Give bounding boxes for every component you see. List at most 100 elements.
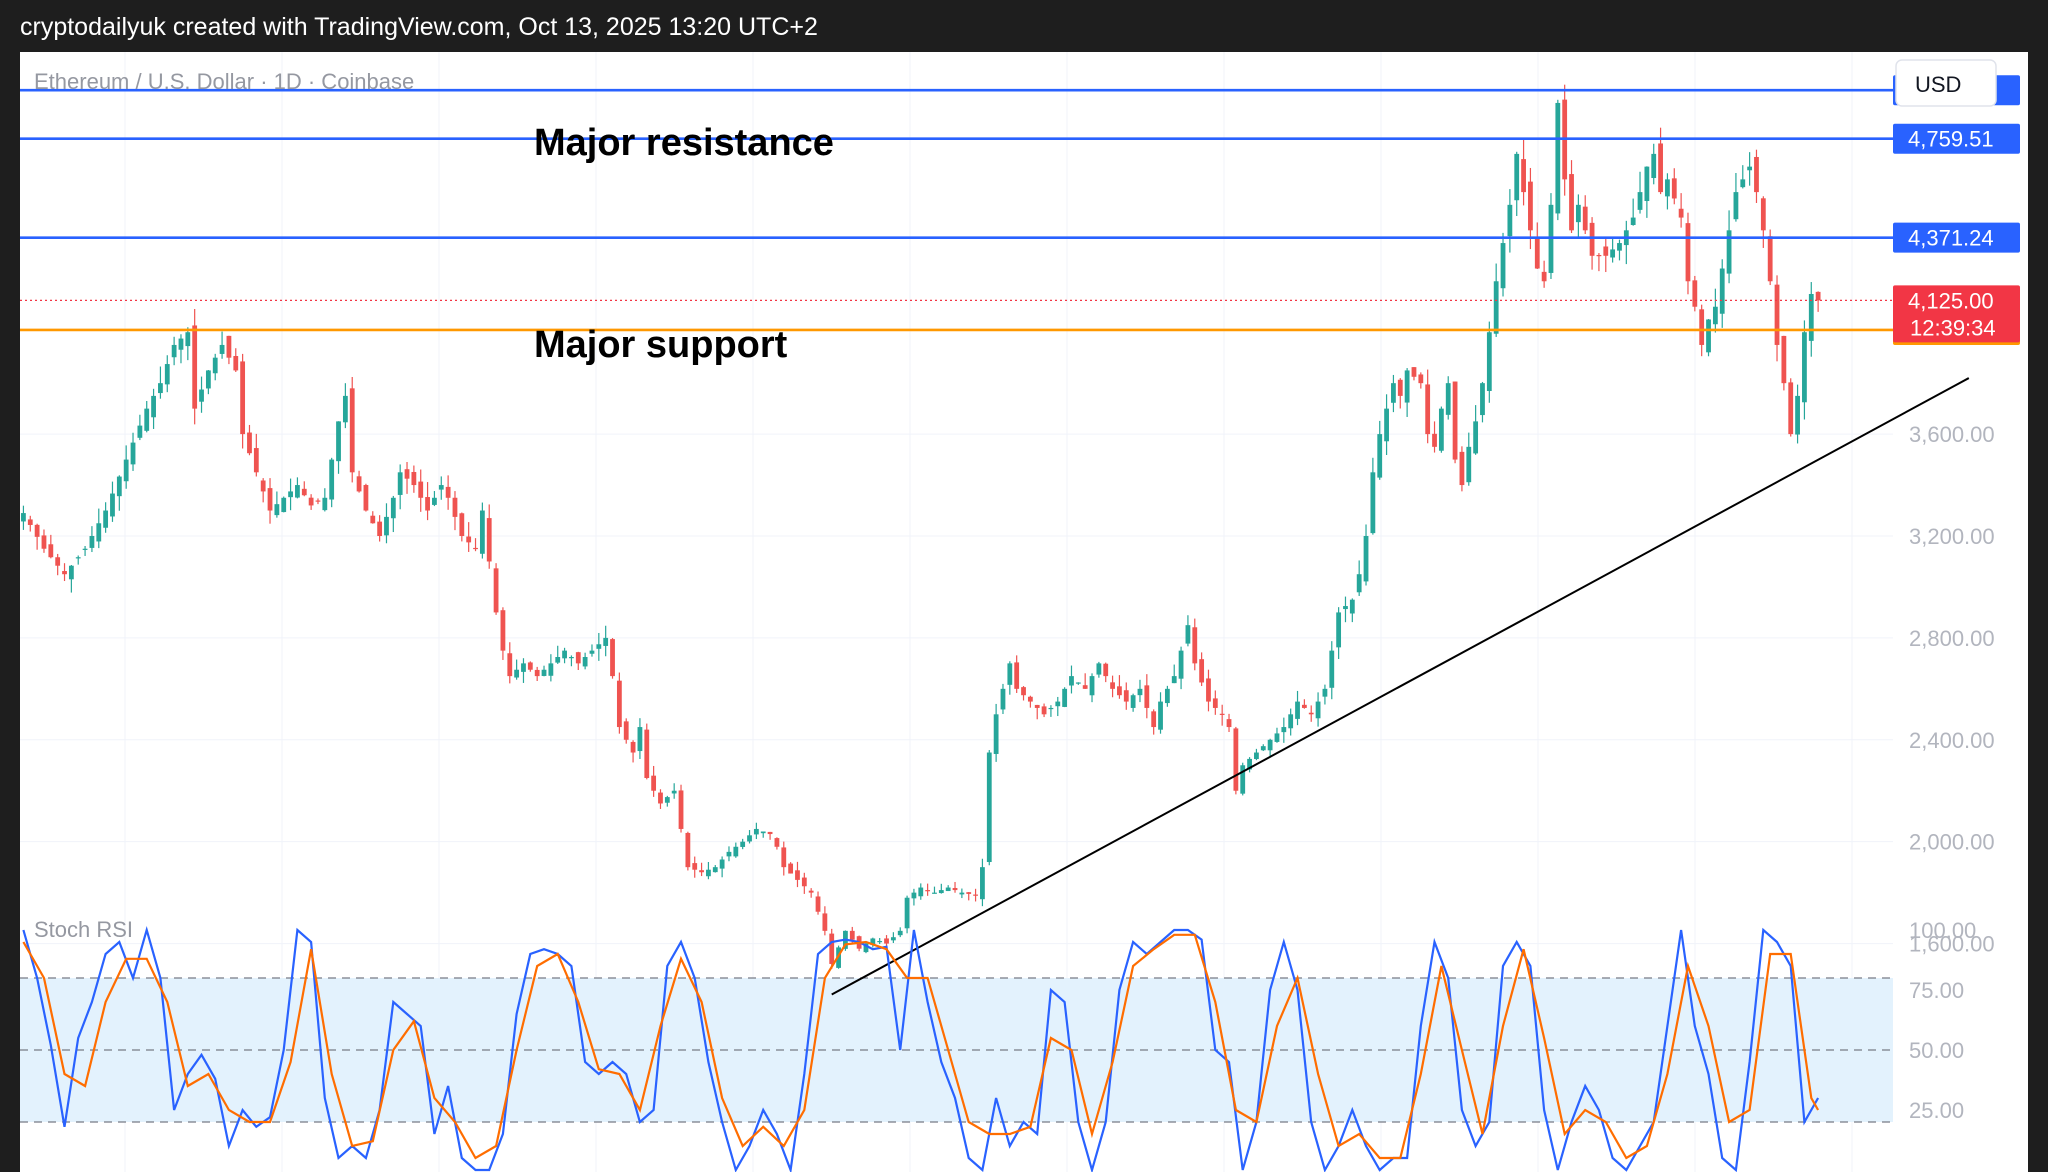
- candle-body: [699, 870, 704, 873]
- candle-body: [1630, 217, 1636, 226]
- candle-body: [1048, 707, 1054, 710]
- trendline: [831, 377, 1970, 996]
- candle-body: [390, 497, 396, 519]
- candle-body: [1445, 383, 1451, 415]
- candle-body: [1233, 728, 1239, 791]
- candle-body: [363, 485, 369, 511]
- candle-body: [616, 680, 622, 728]
- ascending-trendline[interactable]: [831, 377, 1970, 996]
- candle-body: [1493, 281, 1499, 334]
- candle-body: [274, 504, 280, 516]
- candle-body: [1582, 206, 1588, 231]
- candle-body: [1617, 243, 1622, 251]
- candle-body: [1637, 192, 1643, 210]
- candle-body: [849, 930, 855, 940]
- candle-body: [541, 669, 547, 676]
- candle-body: [582, 657, 588, 667]
- candle-body: [1315, 701, 1321, 719]
- stoch-tick-label: 50.00: [1909, 1038, 1964, 1063]
- candle-body: [863, 943, 869, 953]
- candle-body: [1665, 179, 1670, 197]
- candle-body: [377, 521, 383, 536]
- candle-body: [1747, 166, 1753, 171]
- candle-body: [1466, 446, 1472, 483]
- candle-body: [1699, 309, 1705, 345]
- candle-body: [623, 721, 629, 740]
- candle-body: [356, 476, 362, 492]
- candle-body: [932, 892, 937, 894]
- candle-body: [349, 388, 355, 473]
- price-tick-label: 2,400.00: [1909, 728, 1995, 753]
- top-bar: cryptodailyuk created with TradingView.c…: [0, 0, 2048, 52]
- candle-body: [1685, 223, 1691, 282]
- candle-body: [1370, 472, 1376, 534]
- price-tick-label: 3,600.00: [1909, 422, 1995, 447]
- candle-body: [1575, 204, 1581, 223]
- candle-body: [34, 524, 40, 537]
- candle-body: [336, 421, 341, 462]
- currency-button[interactable]: USD: [1895, 59, 1997, 107]
- stoch-tick-label: 75.00: [1909, 978, 1964, 1003]
- candle-body: [1788, 382, 1794, 435]
- candle-body: [1726, 230, 1732, 274]
- resistance-annotation: Major resistance: [534, 122, 834, 164]
- candle-body: [68, 565, 74, 580]
- candle-body: [397, 472, 403, 495]
- price-levels: [20, 88, 1893, 332]
- candle-body: [75, 557, 81, 559]
- candle-body: [151, 395, 156, 418]
- stoch-series-k: [22, 925, 1820, 1172]
- candle-body: [1815, 291, 1821, 301]
- candle-body: [1144, 685, 1150, 708]
- candle-body: [1082, 685, 1088, 689]
- candle-body: [1452, 381, 1458, 460]
- candle-body: [521, 663, 526, 672]
- candle-body: [801, 877, 807, 887]
- candle-body: [41, 535, 47, 549]
- candle-body: [1254, 752, 1259, 760]
- candle-body: [103, 510, 109, 528]
- candle-body: [1089, 676, 1095, 696]
- candle-body: [733, 846, 739, 857]
- candle-body: [1774, 284, 1780, 345]
- candle-body: [418, 481, 424, 498]
- candle-body: [486, 518, 492, 562]
- candle-body: [404, 469, 410, 479]
- candle-body: [55, 557, 61, 566]
- candle-body: [562, 650, 567, 659]
- candle-body: [1103, 663, 1109, 677]
- candle-body: [1158, 701, 1163, 730]
- candle-body: [1377, 434, 1383, 478]
- candle-body: [1219, 713, 1225, 715]
- candle-body: [82, 548, 88, 550]
- candle-body: [1404, 370, 1410, 403]
- candle-body: [569, 657, 574, 659]
- candle-body: [432, 497, 437, 505]
- currency-label: USD: [1915, 72, 1961, 97]
- candle-body: [1288, 714, 1294, 729]
- right-edge: [2028, 52, 2048, 1172]
- candle-body: [1260, 746, 1266, 751]
- price-tick-label: 1,600.00: [1909, 932, 1995, 957]
- candle-body: [1329, 650, 1335, 688]
- candle-body: [1733, 192, 1739, 220]
- candle-body: [1137, 688, 1143, 696]
- candle-body: [1055, 701, 1061, 707]
- candle-body: [1432, 433, 1437, 447]
- candle-body: [233, 356, 239, 371]
- candle-body: [473, 547, 478, 550]
- candle-body: [425, 497, 430, 511]
- candle-body: [589, 650, 595, 654]
- candle-body: [370, 515, 376, 524]
- candle-body: [1185, 625, 1191, 644]
- candle-body: [911, 892, 917, 899]
- candle-body: [1164, 688, 1170, 704]
- resistance-level-tag: [1893, 222, 2020, 253]
- candle-body: [1760, 198, 1766, 231]
- candle-body: [1651, 153, 1657, 179]
- price-candles: [21, 84, 1821, 969]
- candle-body: [973, 894, 978, 896]
- candle-body: [466, 536, 472, 543]
- candle-body: [1754, 156, 1759, 193]
